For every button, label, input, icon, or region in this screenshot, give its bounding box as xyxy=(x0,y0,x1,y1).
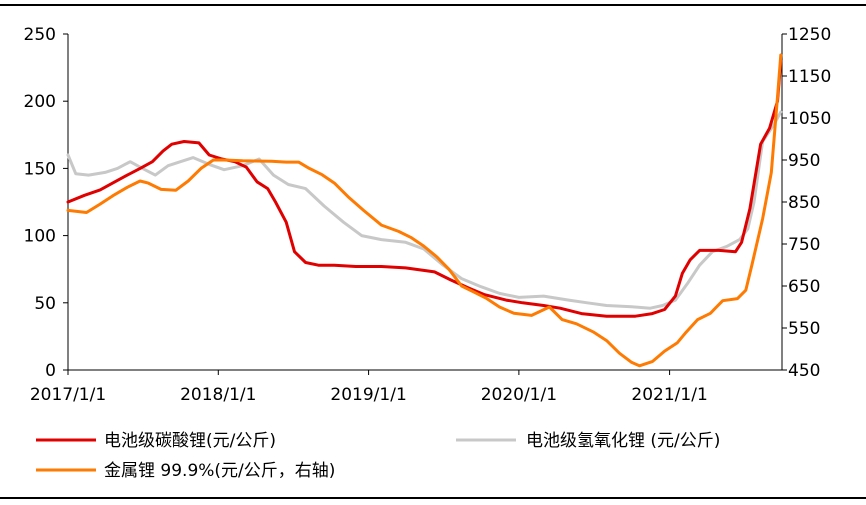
right-y-tick-label: 750 xyxy=(788,235,820,255)
left-y-tick-label: 250 xyxy=(24,25,56,45)
top-rule xyxy=(0,4,866,6)
x-axis-ticks: 2017/1/1 2018/1/1 2019/1/1 2020/1/1 2021/1/1 xyxy=(30,370,708,405)
legend-label-lithium-metal: 金属锂 99.9%(元/公斤，右轴) xyxy=(104,461,335,481)
right-y-tick-label: 850 xyxy=(788,193,820,213)
left-y-axis-ticks: 0 50 100 150 200 250 xyxy=(24,25,68,381)
x-tick-label: 2020/1/1 xyxy=(481,385,557,405)
left-y-tick-label: 50 xyxy=(34,294,56,314)
legend: 电池级碳酸锂(元/公斤) 电池级氢氧化锂 (元/公斤) 金属锂 99.9%(元/… xyxy=(36,431,720,481)
left-y-tick-label: 200 xyxy=(24,92,56,112)
right-y-tick-label: 550 xyxy=(788,319,820,339)
legend-item-lithium-carbonate: 电池级碳酸锂(元/公斤) xyxy=(36,431,276,451)
series-line-lithium-metal xyxy=(66,53,783,368)
x-tick-label: 2019/1/1 xyxy=(330,385,406,405)
left-y-tick-label: 0 xyxy=(45,361,56,381)
left-y-tick-label: 100 xyxy=(24,227,56,247)
bottom-rule xyxy=(0,497,866,499)
x-tick-label: 2017/1/1 xyxy=(30,385,106,405)
right-y-axis-ticks: 450 550 650 750 850 950 1050 1150 1250 xyxy=(782,25,831,381)
legend-label-lithium-carbonate: 电池级碳酸锂(元/公斤) xyxy=(104,431,276,451)
left-y-tick-label: 150 xyxy=(24,159,56,179)
right-y-tick-label: 450 xyxy=(788,361,820,381)
legend-item-lithium-hydroxide: 电池级氢氧化锂 (元/公斤) xyxy=(456,431,720,451)
series-line-lithium-carbonate xyxy=(66,59,783,318)
right-y-tick-label: 1250 xyxy=(788,25,831,45)
x-tick-label: 2021/1/1 xyxy=(631,385,707,405)
series-lines xyxy=(66,53,783,368)
right-y-tick-label: 1050 xyxy=(788,109,831,129)
right-y-tick-label: 650 xyxy=(788,277,820,297)
right-y-tick-label: 1150 xyxy=(788,67,831,87)
legend-label-lithium-hydroxide: 电池级氢氧化锂 (元/公斤) xyxy=(526,431,720,451)
legend-item-lithium-metal: 金属锂 99.9%(元/公斤，右轴) xyxy=(36,461,335,481)
series-line-lithium-hydroxide xyxy=(66,110,783,310)
x-tick-label: 2018/1/1 xyxy=(180,385,256,405)
right-y-tick-label: 950 xyxy=(788,151,820,171)
